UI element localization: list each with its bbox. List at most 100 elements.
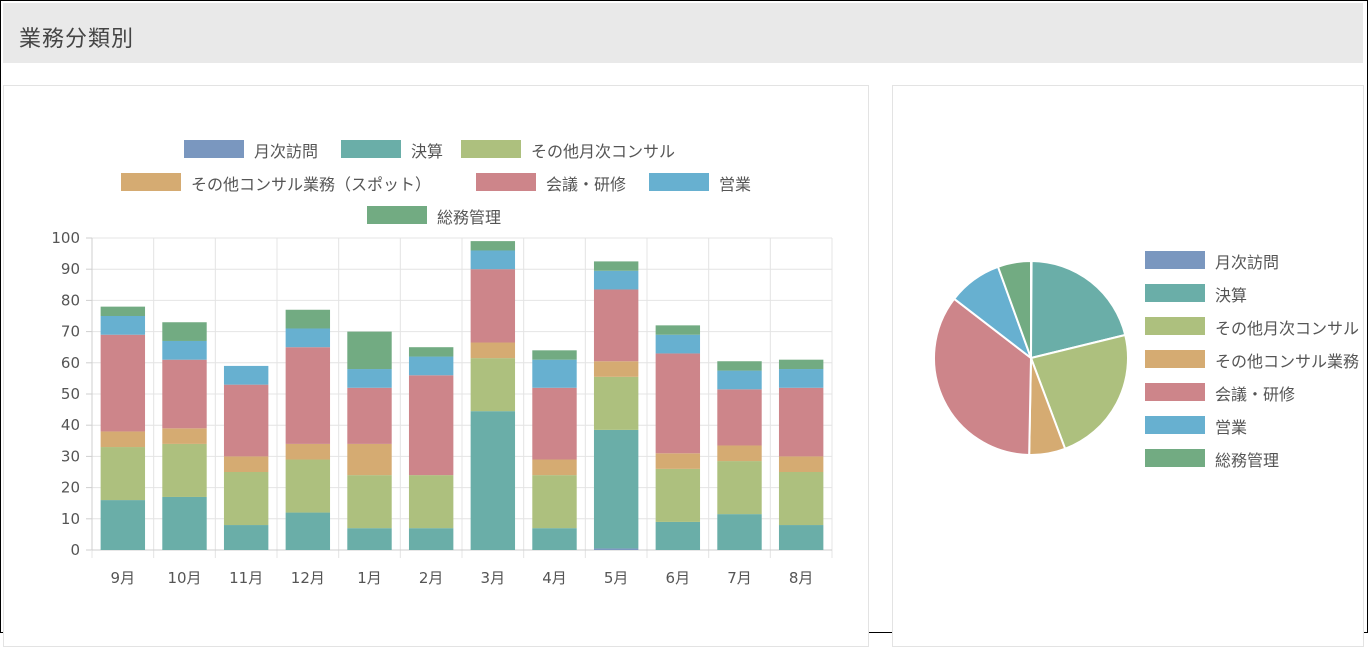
legend-label: 営業 bbox=[1215, 418, 1248, 437]
y-tick-label: 50 bbox=[61, 385, 80, 403]
bar-segment-7 bbox=[717, 361, 762, 371]
bar-segment-6 bbox=[347, 369, 392, 388]
legend-label: 決算 bbox=[1215, 286, 1248, 305]
bar-segment-2 bbox=[285, 512, 331, 550]
legend-label: 会議・研修 bbox=[546, 175, 627, 194]
y-tick-label: 80 bbox=[61, 291, 80, 309]
bar-segment-7 bbox=[532, 350, 577, 360]
legend-swatch bbox=[1145, 284, 1205, 302]
bar-segment-5 bbox=[347, 387, 392, 444]
legend-swatch bbox=[1145, 251, 1205, 269]
legend-label: 総務管理 bbox=[1215, 451, 1280, 470]
bar-segment-1 bbox=[593, 548, 639, 550]
y-tick-label: 70 bbox=[61, 323, 80, 341]
legend-swatch bbox=[367, 206, 427, 224]
pie-slice-7 bbox=[996, 259, 1032, 359]
bar-segment-5 bbox=[717, 389, 762, 446]
legend-label: 会議・研修 bbox=[1215, 385, 1296, 404]
bar-segment-4 bbox=[347, 443, 392, 476]
legend-label: 営業 bbox=[719, 175, 752, 194]
bar-segment-7 bbox=[100, 306, 146, 316]
bar-segment-2 bbox=[778, 525, 824, 550]
bar-segment-3 bbox=[162, 443, 207, 497]
bar-segment-4 bbox=[532, 459, 577, 476]
x-tick-label: 2月 bbox=[419, 569, 444, 587]
section-header: 業務分類別 bbox=[3, 3, 1363, 63]
legend-swatch bbox=[341, 140, 401, 158]
bar-segment-7 bbox=[593, 261, 639, 271]
y-tick-label: 40 bbox=[61, 416, 80, 434]
bar-segment-5 bbox=[162, 359, 207, 429]
bar-segment-3 bbox=[717, 461, 762, 515]
bar-segment-7 bbox=[347, 331, 392, 370]
legend-swatch bbox=[184, 140, 244, 158]
pie-slice-2 bbox=[1029, 259, 1127, 360]
legend-swatch bbox=[1145, 383, 1205, 401]
bar-segment-7 bbox=[408, 347, 454, 357]
legend-label: 決算 bbox=[411, 142, 444, 161]
bar-segment-2 bbox=[162, 496, 207, 550]
bar-segment-2 bbox=[593, 429, 639, 549]
bar-segment-6 bbox=[408, 356, 454, 376]
bar-segment-2 bbox=[347, 528, 392, 550]
bar-segment-7 bbox=[162, 322, 207, 341]
legend-swatch bbox=[461, 140, 521, 158]
bar-segment-4 bbox=[470, 342, 516, 359]
legend-swatch bbox=[649, 173, 709, 191]
bar-segment-3 bbox=[408, 475, 454, 529]
bar-segment-7 bbox=[655, 325, 701, 335]
bar-segment-5 bbox=[408, 375, 454, 476]
bar-segment-3 bbox=[100, 447, 146, 501]
bar-segment-6 bbox=[532, 359, 577, 388]
bar-segment-6 bbox=[717, 370, 762, 390]
bar-segment-2 bbox=[532, 528, 577, 550]
y-tick-label: 20 bbox=[61, 479, 80, 497]
legend-swatch bbox=[1145, 416, 1205, 434]
legend-swatch bbox=[121, 173, 181, 191]
bar-segment-2 bbox=[717, 514, 762, 550]
bar-segment-3 bbox=[223, 472, 269, 526]
legend-swatch bbox=[1145, 317, 1205, 335]
bar-segment-4 bbox=[223, 456, 269, 472]
bar-segment-4 bbox=[593, 361, 639, 377]
bar-segment-6 bbox=[285, 328, 331, 348]
legend-label: その他コンサル業務（スポット） bbox=[191, 175, 432, 194]
bar-segment-3 bbox=[470, 358, 516, 412]
bar-segment-3 bbox=[347, 475, 392, 529]
bar-chart-panel: 月次訪問 決算 その他月次コンサル その他コンサル業務（スポット） 会議・研修 営業 総務管… bbox=[3, 85, 869, 647]
legend-label: その他コンサル業務（スポット） bbox=[1215, 352, 1363, 371]
bar-segment-3 bbox=[532, 475, 577, 529]
legend-label: その他月次コンサル bbox=[531, 142, 676, 161]
bar-segment-3 bbox=[655, 468, 701, 522]
legend-label: 月次訪問 bbox=[1215, 253, 1280, 272]
pie-chart bbox=[933, 259, 1129, 457]
stacked-bar-chart: 0 10 20 30 40 50 60 70 80 90 100 9月 10月 11月 12月 1月 2月 3月 4… bbox=[51, 229, 833, 587]
x-tick-label: 4月 bbox=[542, 569, 567, 587]
bar-segment-5 bbox=[655, 353, 701, 454]
bar-segment-6 bbox=[100, 316, 146, 335]
bar-segment-6 bbox=[655, 334, 701, 354]
legend-swatch bbox=[1145, 449, 1205, 467]
bar-segment-5 bbox=[285, 347, 331, 444]
bar-segment-6 bbox=[593, 270, 639, 290]
legend-label: その他月次コンサル bbox=[1215, 319, 1360, 338]
bar-segment-7 bbox=[285, 309, 331, 329]
y-tick-label: 90 bbox=[61, 260, 80, 278]
page-title: 業務分類別 bbox=[19, 27, 135, 52]
bar-segment-7 bbox=[778, 359, 824, 370]
x-tick-label: 12月 bbox=[291, 569, 325, 587]
legend-swatch bbox=[1145, 350, 1205, 368]
bar-segment-2 bbox=[655, 521, 701, 550]
y-tick-label: 100 bbox=[51, 229, 80, 247]
x-tick-label: 1月 bbox=[357, 569, 382, 587]
legend-swatch bbox=[476, 173, 536, 191]
bar-segment-6 bbox=[223, 365, 269, 385]
bar-segment-5 bbox=[593, 289, 639, 362]
x-tick-label: 5月 bbox=[604, 569, 629, 587]
x-tick-label: 10月 bbox=[167, 569, 201, 587]
bar-segment-4 bbox=[717, 445, 762, 462]
bar-segment-6 bbox=[778, 369, 824, 388]
x-tick-label: 8月 bbox=[789, 569, 814, 587]
bar-segment-2 bbox=[223, 525, 269, 550]
